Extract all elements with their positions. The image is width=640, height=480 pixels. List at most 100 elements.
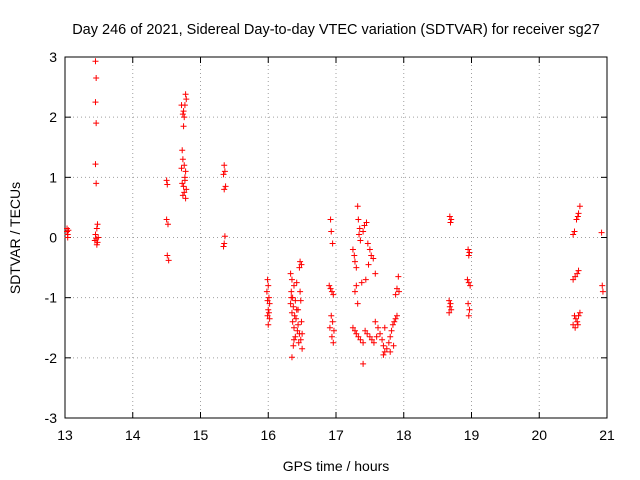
data-point	[465, 300, 472, 307]
data-point	[92, 58, 99, 65]
x-tick-label: 15	[193, 427, 209, 443]
data-point	[182, 195, 189, 202]
data-point	[290, 303, 297, 310]
data-point	[357, 237, 364, 244]
data-point	[389, 321, 396, 328]
data-point	[368, 336, 375, 343]
data-point	[291, 312, 298, 319]
data-point	[295, 339, 302, 346]
data-point	[362, 276, 369, 283]
data-point	[379, 336, 386, 343]
data-point	[288, 354, 295, 361]
y-tick-label: -3	[45, 410, 58, 426]
data-point	[93, 241, 100, 248]
data-point	[465, 279, 472, 286]
data-point	[293, 279, 300, 286]
data-point	[465, 246, 472, 253]
data-point	[92, 99, 99, 106]
data-point	[370, 255, 377, 262]
data-point	[265, 306, 272, 313]
y-tick-label: 2	[49, 109, 57, 125]
data-point	[222, 183, 229, 190]
data-point	[290, 342, 297, 349]
data-point	[179, 192, 186, 199]
data-point	[381, 348, 388, 355]
data-point	[298, 318, 305, 325]
y-tick-label: -1	[45, 290, 58, 306]
data-point	[265, 309, 272, 316]
data-point	[179, 180, 186, 187]
data-point	[328, 333, 335, 340]
data-point	[349, 246, 356, 253]
data-point	[326, 324, 333, 331]
data-point	[571, 228, 578, 235]
data-point	[221, 186, 228, 193]
y-tick-label: 3	[49, 49, 57, 65]
y-tick-labels: -3 -2 -1 0 1 2 3	[45, 49, 58, 426]
data-point	[92, 161, 99, 168]
x-tick-label: 14	[125, 427, 141, 443]
data-point	[572, 273, 579, 280]
y-tick-label: 0	[49, 230, 57, 246]
data-point	[179, 156, 186, 163]
data-point	[351, 288, 358, 295]
data-point	[290, 336, 297, 343]
axis-ticks	[64, 56, 608, 419]
data-point	[297, 258, 304, 265]
data-point	[380, 342, 387, 349]
data-point	[293, 315, 300, 322]
data-point	[446, 297, 453, 304]
data-point	[164, 221, 171, 228]
data-point	[355, 333, 362, 340]
data-point	[330, 291, 337, 298]
data-point	[180, 108, 187, 115]
data-point	[349, 324, 356, 331]
data-point	[327, 216, 334, 223]
data-point	[351, 327, 358, 334]
data-point	[221, 233, 228, 240]
data-point	[290, 282, 297, 289]
data-point	[290, 324, 297, 331]
data-point	[372, 270, 379, 277]
data-point	[330, 339, 337, 346]
x-tick-labels: 13 14 15 16 17 18 19 20 21	[57, 427, 615, 443]
data-point	[392, 291, 399, 298]
data-point	[465, 252, 472, 259]
data-point	[288, 309, 295, 316]
data-point	[393, 312, 400, 319]
data-point	[297, 297, 304, 304]
data-point	[576, 203, 583, 210]
data-point	[265, 294, 272, 301]
x-tick-label: 13	[57, 427, 73, 443]
data-point	[574, 270, 581, 277]
y-tick-label: -2	[45, 350, 58, 366]
data-point	[387, 348, 394, 355]
data-point	[373, 333, 380, 340]
data-point	[385, 339, 392, 346]
data-point	[464, 276, 471, 283]
data-point	[287, 270, 294, 277]
data-point	[221, 168, 228, 175]
x-tick-label: 17	[328, 427, 344, 443]
data-point	[598, 229, 605, 236]
data-point	[446, 213, 453, 220]
x-tick-label: 16	[260, 427, 276, 443]
data-point	[572, 315, 579, 322]
data-point	[377, 330, 384, 337]
data-point	[395, 273, 402, 280]
data-point	[351, 258, 358, 265]
data-point	[181, 102, 188, 109]
data-point	[221, 162, 228, 169]
data-point	[570, 276, 577, 283]
data-point	[164, 181, 171, 188]
data-point	[65, 227, 72, 234]
data-point	[180, 123, 187, 130]
data-point	[295, 321, 302, 328]
data-point	[360, 228, 367, 235]
data-point	[360, 339, 367, 346]
grid-lines	[65, 57, 607, 418]
data-point	[372, 318, 379, 325]
x-tick-label: 21	[599, 427, 615, 443]
data-point	[295, 306, 302, 313]
data-point	[183, 96, 190, 103]
